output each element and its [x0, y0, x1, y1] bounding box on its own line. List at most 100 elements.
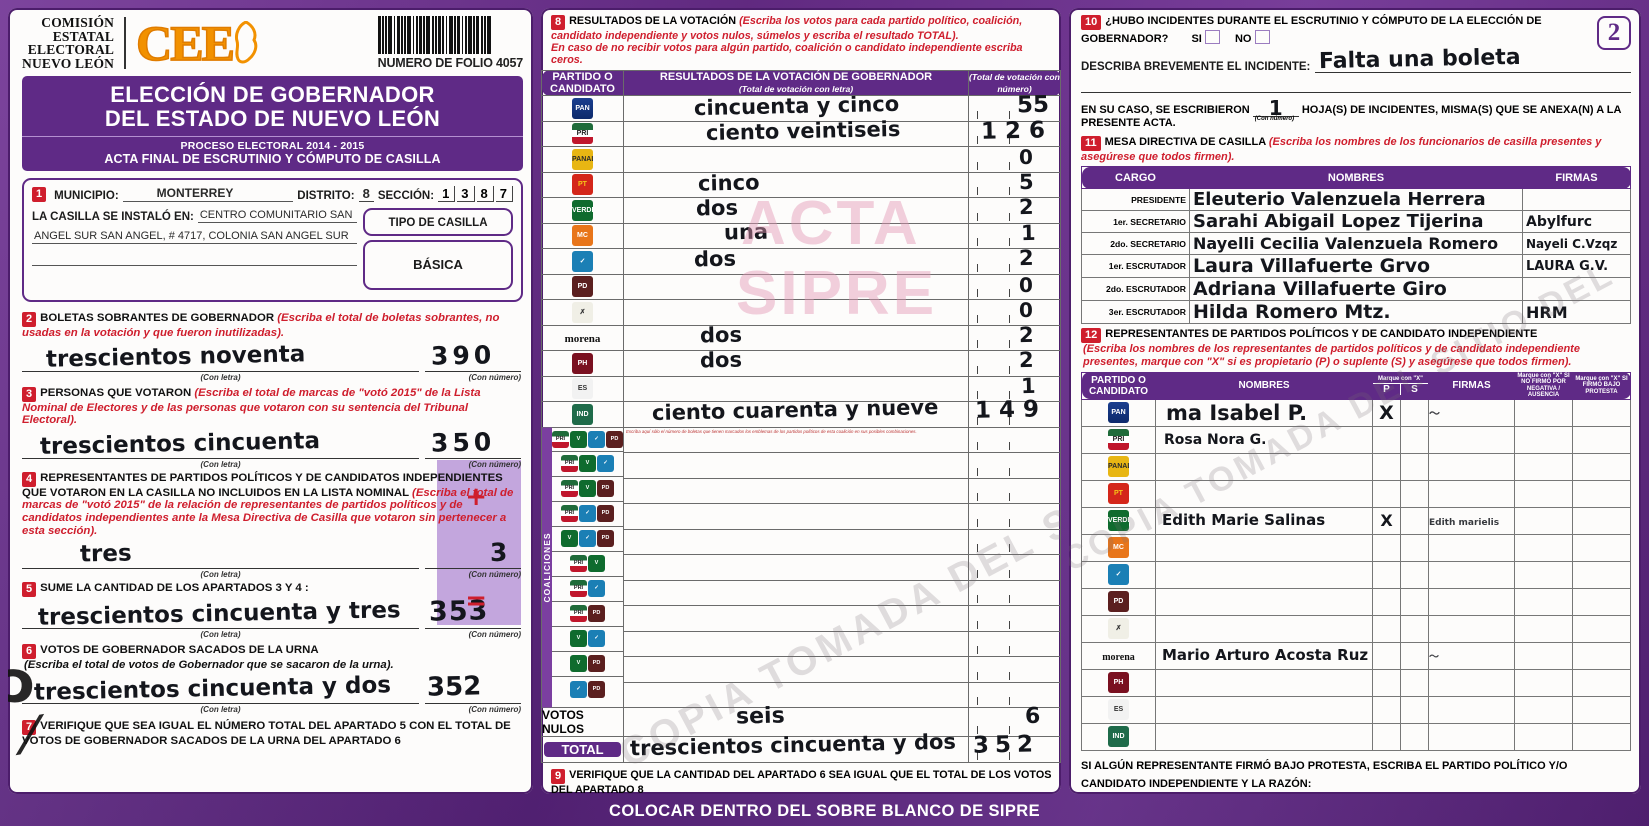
nombre-presidente-field[interactable]: Eleuterio Valenzuela Herrera: [1189, 188, 1523, 212]
sheets-count-field[interactable]: 1 (Con número): [1252, 96, 1299, 122]
rep-s-encuentro[interactable]: [1400, 695, 1429, 724]
rep-s-pan[interactable]: [1400, 398, 1429, 427]
rep-protesta-mc[interactable]: [1572, 533, 1631, 562]
rep-firma-morena[interactable]: 〜: [1428, 641, 1515, 670]
rep-name-cruzada-field[interactable]: [1155, 614, 1373, 643]
incident-text-field[interactable]: Falta una boleta: [1315, 44, 1631, 74]
section-5-numero-field[interactable]: 353 (Con número): [425, 596, 521, 639]
rep-protesta-pd[interactable]: [1572, 587, 1631, 616]
rep-protesta-alianza[interactable]: [1572, 560, 1631, 589]
rep-p-pd[interactable]: [1372, 587, 1401, 616]
rep-nofirmo-morena[interactable]: [1514, 641, 1573, 670]
row-letra-pri[interactable]: ciento veintiseis: [623, 117, 969, 148]
coalition-numero-5[interactable]: [968, 554, 1061, 581]
protest-reason-field[interactable]: [1081, 793, 1411, 794]
rep-nofirmo-humanista[interactable]: [1514, 668, 1573, 697]
rep-protesta-pan[interactable]: [1572, 398, 1631, 427]
rep-nofirmo-verde[interactable]: [1514, 506, 1573, 535]
rep-p-pri[interactable]: [1372, 425, 1401, 454]
rep-firma-pt[interactable]: [1428, 479, 1515, 508]
rep-s-morena[interactable]: [1400, 641, 1429, 670]
row-numero-pd[interactable]: 0: [968, 272, 1061, 301]
section-2-letra-field[interactable]: trescientos noventa (Con letra): [22, 341, 419, 382]
section-4-numero-field[interactable]: 3 (Con número): [425, 538, 521, 579]
rep-name-alianza-field[interactable]: [1155, 560, 1373, 589]
rep-nofirmo-alianza[interactable]: [1514, 560, 1573, 589]
rep-nofirmo-pt[interactable]: [1514, 479, 1573, 508]
rep-firma-alianza[interactable]: [1428, 560, 1515, 589]
section-3-letra-field[interactable]: trescientos cincuenta (Con letra): [22, 428, 419, 469]
rep-protesta-encuentro[interactable]: [1572, 695, 1631, 724]
nombre-1er-escrutador-field[interactable]: Laura Villafuerte Grvo: [1189, 254, 1523, 279]
row-numero-alianza[interactable]: 2: [968, 246, 1061, 275]
rep-protesta-independiente[interactable]: [1572, 722, 1631, 751]
rep-s-verde[interactable]: [1400, 506, 1429, 535]
row-letra-humanista[interactable]: dos: [623, 348, 969, 377]
row-letra-pd[interactable]: [623, 273, 969, 301]
row-letra-alianza[interactable]: dos: [623, 247, 969, 275]
rep-protesta-pt[interactable]: [1572, 479, 1631, 508]
rep-firma-pan[interactable]: 〜: [1428, 398, 1515, 427]
row-letra-pan[interactable]: cincuenta y cinco: [623, 92, 969, 122]
rep-p-pan[interactable]: X: [1372, 398, 1401, 427]
rep-protesta-humanista[interactable]: [1572, 668, 1631, 697]
rep-p-alianza[interactable]: [1372, 560, 1401, 589]
rep-protesta-morena[interactable]: [1572, 641, 1631, 670]
rep-firma-panal[interactable]: [1428, 452, 1515, 481]
rep-name-independiente-field[interactable]: [1155, 722, 1373, 751]
row-numero-pan[interactable]: 55: [968, 92, 1061, 122]
coalition-numero-1[interactable]: [968, 452, 1061, 479]
rep-name-panal-field[interactable]: [1155, 452, 1373, 481]
coalition-letra-5[interactable]: [623, 554, 969, 581]
firma-3er-escrutador-field[interactable]: HRM: [1522, 300, 1631, 325]
coalition-letra-2[interactable]: [623, 477, 969, 505]
coalition-numero-0[interactable]: [968, 426, 1061, 454]
direccion-field-1[interactable]: CENTRO COMUNITARIO SAN: [197, 208, 357, 223]
row-letra-independiente[interactable]: ciento cuarenta y nueve: [623, 395, 969, 428]
rep-p-independiente[interactable]: [1372, 722, 1401, 751]
votos-nulos-numero[interactable]: 6: [968, 704, 1061, 738]
rep-name-humanista-field[interactable]: [1155, 668, 1373, 697]
row-numero-morena[interactable]: 2: [968, 322, 1061, 352]
rep-s-alianza[interactable]: [1400, 560, 1429, 589]
rep-protesta-panal[interactable]: [1572, 452, 1631, 481]
coalition-letra-7[interactable]: [623, 605, 969, 632]
rep-firma-pd[interactable]: [1428, 587, 1515, 616]
coalition-numero-10[interactable]: [968, 681, 1061, 709]
rep-nofirmo-pri[interactable]: [1514, 425, 1573, 454]
row-letra-pt[interactable]: cinco: [623, 170, 969, 199]
coalition-letra-6[interactable]: [623, 579, 969, 607]
coalition-numero-7[interactable]: [968, 605, 1061, 632]
rep-nofirmo-pan[interactable]: [1514, 398, 1573, 427]
row-letra-verde[interactable]: dos: [623, 196, 969, 224]
rep-s-pd[interactable]: [1400, 587, 1429, 616]
rep-nofirmo-independiente[interactable]: [1514, 722, 1573, 751]
incident-text-field-2[interactable]: [1081, 77, 1631, 93]
rep-firma-mc[interactable]: [1428, 533, 1515, 562]
row-numero-panal[interactable]: 0: [968, 145, 1061, 173]
no-checkbox[interactable]: [1254, 30, 1270, 44]
section-4-letra-field[interactable]: tres (Con letra): [22, 539, 419, 579]
rep-protesta-cruzada[interactable]: [1572, 614, 1631, 643]
firma-2do-escrutador-field[interactable]: [1522, 277, 1631, 302]
si-checkbox[interactable]: [1204, 30, 1220, 44]
rep-firma-verde[interactable]: Edith marielis: [1428, 506, 1515, 535]
rep-name-pt-field[interactable]: [1155, 479, 1373, 508]
row-numero-pri[interactable]: 126: [968, 117, 1061, 148]
row-letra-encuentro[interactable]: [623, 375, 969, 403]
rep-p-pt[interactable]: [1372, 479, 1401, 508]
rep-firma-humanista[interactable]: [1428, 668, 1515, 697]
rep-name-pri-field[interactable]: Rosa Nora G.: [1155, 425, 1373, 454]
total-letra[interactable]: trescientos cincuenta y dos: [623, 730, 969, 763]
rep-p-humanista[interactable]: [1372, 668, 1401, 697]
votos-nulos-letra[interactable]: seis: [623, 704, 969, 738]
row-letra-panal[interactable]: [623, 146, 969, 173]
rep-nofirmo-cruzada[interactable]: [1514, 614, 1573, 643]
rep-protesta-pri[interactable]: [1572, 425, 1631, 454]
coalition-letra-10[interactable]: [623, 681, 969, 709]
section-2-numero-field[interactable]: 390 (Con número): [425, 340, 521, 382]
rep-p-cruzada[interactable]: [1372, 614, 1401, 643]
rep-firma-independiente[interactable]: [1428, 722, 1515, 751]
rep-nofirmo-pd[interactable]: [1514, 587, 1573, 616]
nombre-3er-escrutador-field[interactable]: Hilda Romero Mtz.: [1189, 300, 1523, 325]
